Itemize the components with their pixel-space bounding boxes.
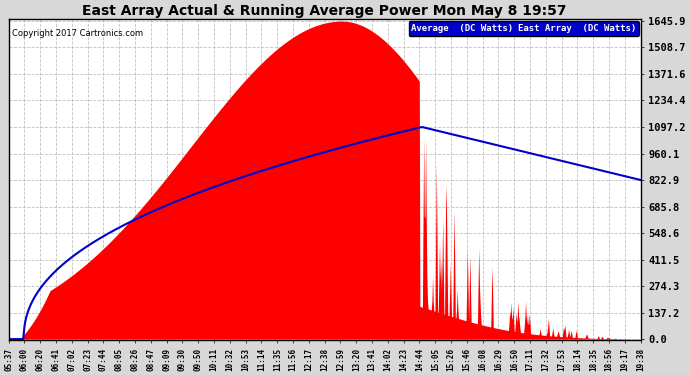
Text: Copyright 2017 Cartronics.com: Copyright 2017 Cartronics.com [12,29,143,38]
Legend: Average  (DC Watts), East Array  (DC Watts): Average (DC Watts), East Array (DC Watts… [408,21,639,36]
Title: East Array Actual & Running Average Power Mon May 8 19:57: East Array Actual & Running Average Powe… [82,4,567,18]
